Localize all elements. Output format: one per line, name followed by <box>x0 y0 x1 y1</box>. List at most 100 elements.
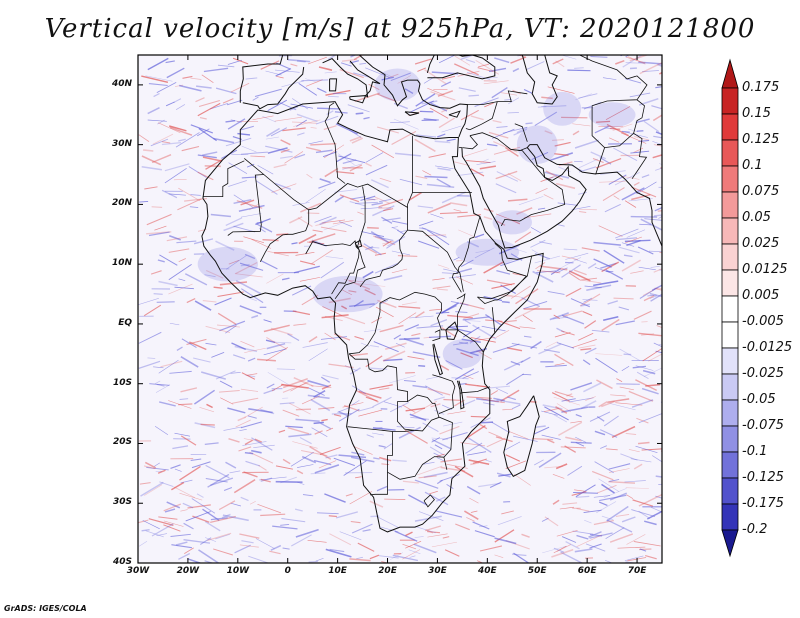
field-streak <box>244 406 263 418</box>
field-streak <box>415 175 428 180</box>
field-streak <box>270 544 282 551</box>
field-streak <box>628 128 638 133</box>
country-border <box>227 174 264 236</box>
field-streak <box>217 291 244 298</box>
field-streak <box>561 264 581 278</box>
field-streak <box>469 335 481 344</box>
field-streak <box>288 433 312 438</box>
field-streak <box>636 181 657 195</box>
field-streak <box>368 83 380 90</box>
field-streak <box>495 213 514 221</box>
field-streak <box>159 481 174 488</box>
field-streak <box>379 456 392 462</box>
field-streak <box>642 70 659 72</box>
field-streak <box>247 373 258 376</box>
field-streak <box>606 505 629 522</box>
field-streak <box>249 451 274 464</box>
field-streak <box>357 542 375 552</box>
field-streak <box>632 365 646 369</box>
field-streak <box>188 166 207 178</box>
field-streak <box>213 286 223 289</box>
field-streak <box>601 400 615 408</box>
field-streak <box>618 306 630 311</box>
field-streak <box>462 316 490 321</box>
field-streak <box>582 298 598 301</box>
field-streak <box>308 336 318 343</box>
country-border <box>413 416 453 470</box>
colorbar-swatch <box>721 87 739 115</box>
field-streak <box>350 520 361 524</box>
field-streak <box>395 152 421 157</box>
field-streak <box>651 105 662 110</box>
field-blob <box>543 91 582 126</box>
colorbar-label: 0.1 <box>742 158 763 173</box>
field-streak <box>272 525 298 530</box>
field-streak <box>334 195 345 203</box>
field-streak <box>567 69 591 72</box>
field-blob <box>442 339 483 369</box>
field-streak <box>271 384 284 392</box>
field-streak <box>175 541 188 546</box>
field-streak <box>310 472 326 475</box>
lon-label: 40E <box>477 566 497 576</box>
black-sea <box>426 55 496 80</box>
field-streak <box>430 91 456 101</box>
field-streak <box>512 67 520 73</box>
field-streak <box>349 164 363 172</box>
field-streak <box>202 300 217 303</box>
field-streak <box>227 118 246 130</box>
field-streak <box>282 381 309 393</box>
field-streak <box>351 400 360 406</box>
field-streak <box>498 473 512 477</box>
field-streak <box>328 363 354 369</box>
field-streak <box>488 67 507 73</box>
field-streak <box>169 125 187 132</box>
field-streak <box>260 513 286 517</box>
field-streak <box>579 211 587 213</box>
field-streak <box>455 311 468 313</box>
field-streak <box>442 536 450 539</box>
field-streak <box>508 97 520 105</box>
field-streak <box>181 145 200 152</box>
lat-label: 40S <box>112 557 132 567</box>
field-streak <box>500 389 520 402</box>
field-streak <box>247 296 257 302</box>
field-streak <box>483 296 503 302</box>
field-streak <box>507 396 516 401</box>
field-streak <box>163 524 181 532</box>
field-streak <box>210 477 234 487</box>
field-streak <box>145 75 173 82</box>
field-streak <box>266 127 281 137</box>
field-streak <box>513 552 530 563</box>
field-streak <box>254 438 263 443</box>
lat-label: 30S <box>112 497 132 508</box>
field-streak <box>594 430 606 436</box>
field-streak <box>171 544 192 549</box>
field-streak <box>425 234 447 236</box>
field-streak <box>609 533 634 543</box>
colorbar-label: -0.025 <box>742 366 784 381</box>
field-streak <box>143 304 162 317</box>
field-streak <box>556 529 578 537</box>
field-streak <box>247 357 256 362</box>
field-streak <box>275 465 293 470</box>
field-streak <box>532 270 554 283</box>
lon-label: 60E <box>577 566 597 576</box>
country-border <box>407 229 464 292</box>
field-streak <box>391 226 398 229</box>
field-streak <box>554 390 574 398</box>
field-streak <box>502 408 513 411</box>
colorbar-top-triangle <box>721 58 739 89</box>
colorbar-label: 0.025 <box>742 236 780 251</box>
field-streak <box>635 445 658 454</box>
field-streak <box>598 501 608 506</box>
field-streak <box>650 506 662 513</box>
field-streak <box>295 528 319 538</box>
field-streak <box>404 324 420 332</box>
field-streak <box>436 178 451 188</box>
field-streak <box>219 320 246 332</box>
field-streak <box>228 180 247 187</box>
field-streak <box>647 294 657 297</box>
field-streak <box>583 509 602 514</box>
field-streak <box>139 200 149 203</box>
